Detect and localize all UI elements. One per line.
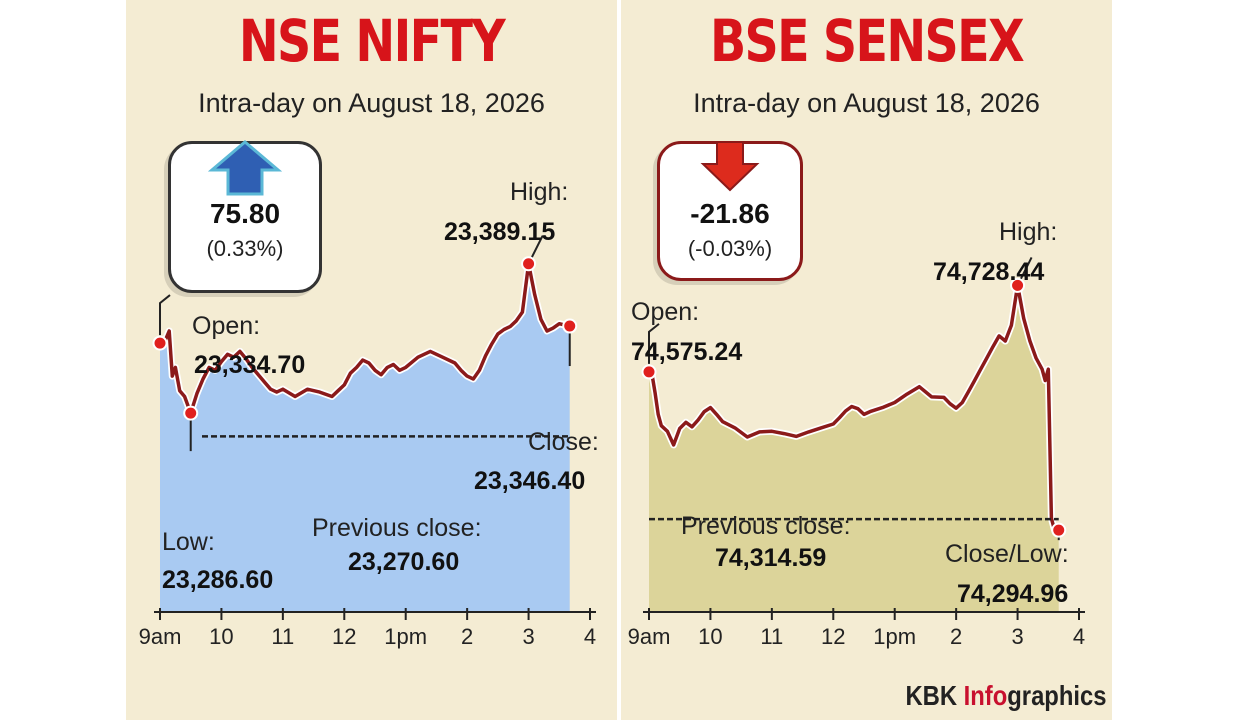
nifty-tick-label: 1pm [384, 624, 428, 649]
nifty-low-value: 23,286.60 [162, 566, 274, 594]
sensex-close-marker [1051, 522, 1067, 538]
sensex-high-value: 74,728.44 [933, 258, 1045, 286]
sensex-tick-label: 9am [627, 624, 671, 649]
sensex-tick-label: 4 [1072, 624, 1086, 649]
nifty-open-value: 23,334.70 [194, 351, 306, 379]
sensex-tick-label: 11 [760, 624, 784, 649]
sensex-tick-label: 10 [698, 624, 723, 649]
nifty-open-leader [159, 294, 171, 336]
credit-brand: KBK [905, 680, 964, 711]
sensex-tick-label: 2 [950, 624, 963, 649]
nifty-prev-close-value: 23,270.60 [348, 548, 460, 576]
nifty-high-marker [521, 256, 537, 272]
infographics-credit: KBK Infographics [905, 680, 1106, 712]
nifty-change-box: 75.80 (0.33%) [168, 140, 322, 293]
up-arrow-icon [208, 140, 282, 196]
sensex-title: BSE SENSEX [709, 7, 1025, 75]
nifty-close-value: 23,346.40 [474, 467, 586, 495]
sensex-area [649, 285, 1059, 612]
sensex-close-label: Close/Low: [945, 540, 1069, 568]
sensex-open-leader [648, 323, 660, 364]
nifty-open-marker [152, 335, 168, 351]
sensex-tick-label: 12 [821, 624, 846, 649]
nifty-change-value: 75.80 [209, 198, 281, 229]
nifty-tick-label: 11 [271, 624, 295, 649]
nifty-line [159, 262, 571, 415]
sensex-line [647, 283, 1059, 532]
sensex-open-label: Open: [631, 298, 700, 326]
nifty-prev-close-label: Previous close: [312, 514, 482, 542]
nifty-chart [152, 235, 596, 620]
sensex-tick-label: 3 [1011, 624, 1024, 649]
down-arrow-icon [700, 141, 760, 192]
nifty-title: NSE NIFTY [238, 7, 506, 75]
sensex-open-value: 74,575.24 [631, 338, 743, 366]
sensex-prev-close-value: 74,314.59 [715, 544, 827, 572]
nifty-tick-label: 2 [461, 624, 474, 649]
nifty-area [160, 263, 570, 612]
sensex-open-marker [641, 364, 657, 380]
sensex-panel: BSE SENSEX Intra-day on August 18, 2026 … [621, 0, 1112, 720]
nifty-close-label: Close: [528, 428, 599, 456]
sensex-chart [641, 256, 1085, 620]
sensex-high-label: High: [999, 218, 1058, 246]
sensex-change-value: -21.86 [690, 198, 770, 229]
sensex-change-percent: (-0.03%) [687, 236, 773, 261]
credit-highlight: Info [963, 680, 1007, 711]
nifty-tick-label: 10 [209, 624, 234, 649]
sensex-close-value: 74,294.96 [957, 580, 1069, 608]
nifty-tick-label: 12 [332, 624, 357, 649]
nifty-low-label: Low: [162, 528, 215, 556]
sensex-subtitle: Intra-day on August 18, 2026 [693, 88, 1040, 118]
nifty-high-value: 23,389.15 [444, 218, 556, 246]
nifty-panel: NSE NIFTY Intra-day on August 18, 2026 7… [126, 0, 617, 720]
credit-rest: graphics [1006, 680, 1106, 711]
nifty-open-label: Open: [192, 312, 261, 340]
sensex-prev-close-label: Previous close: [681, 512, 851, 540]
sensex-tick-label: 1pm [873, 624, 917, 649]
nifty-close-marker [562, 318, 578, 334]
sensex-change-box: -21.86 (-0.03%) [657, 141, 803, 281]
nifty-change-percent: (0.33%) [206, 236, 284, 261]
sensex-high-marker [1010, 277, 1026, 293]
nifty-low-marker [183, 405, 199, 421]
nifty-tick-label: 3 [522, 624, 535, 649]
nifty-subtitle: Intra-day on August 18, 2026 [198, 88, 545, 118]
nifty-tick-label: 9am [138, 624, 182, 649]
nifty-high-label: High: [510, 178, 569, 206]
nifty-tick-label: 4 [583, 624, 597, 649]
